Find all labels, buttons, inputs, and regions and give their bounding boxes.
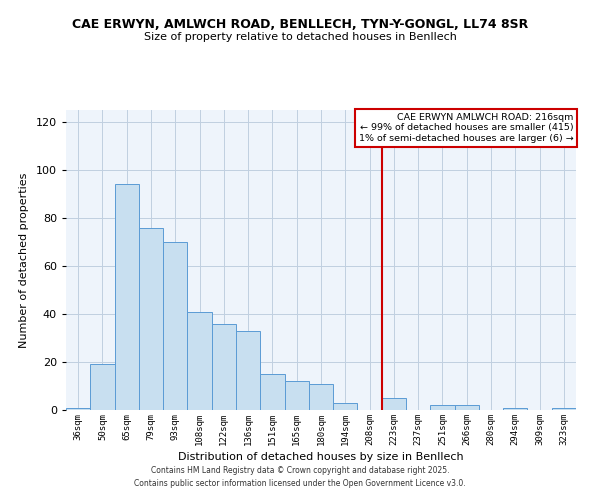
- Text: CAE ERWYN, AMLWCH ROAD, BENLLECH, TYN-Y-GONGL, LL74 8SR: CAE ERWYN, AMLWCH ROAD, BENLLECH, TYN-Y-…: [72, 18, 528, 30]
- Text: CAE ERWYN AMLWCH ROAD: 216sqm
← 99% of detached houses are smaller (415)
1% of s: CAE ERWYN AMLWCH ROAD: 216sqm ← 99% of d…: [359, 113, 574, 143]
- Bar: [309, 384, 333, 410]
- Bar: [187, 312, 212, 410]
- Text: Size of property relative to detached houses in Benllech: Size of property relative to detached ho…: [143, 32, 457, 42]
- Bar: [139, 228, 163, 410]
- Bar: [66, 408, 90, 410]
- Bar: [90, 364, 115, 410]
- Bar: [284, 381, 309, 410]
- Bar: [503, 408, 527, 410]
- Bar: [212, 324, 236, 410]
- Bar: [236, 331, 260, 410]
- Y-axis label: Number of detached properties: Number of detached properties: [19, 172, 29, 348]
- X-axis label: Distribution of detached houses by size in Benllech: Distribution of detached houses by size …: [178, 452, 464, 462]
- Bar: [260, 374, 284, 410]
- Bar: [382, 398, 406, 410]
- Bar: [333, 403, 358, 410]
- Bar: [115, 184, 139, 410]
- Bar: [430, 405, 455, 410]
- Bar: [552, 408, 576, 410]
- Bar: [455, 405, 479, 410]
- Bar: [163, 242, 187, 410]
- Text: Contains HM Land Registry data © Crown copyright and database right 2025.
Contai: Contains HM Land Registry data © Crown c…: [134, 466, 466, 487]
